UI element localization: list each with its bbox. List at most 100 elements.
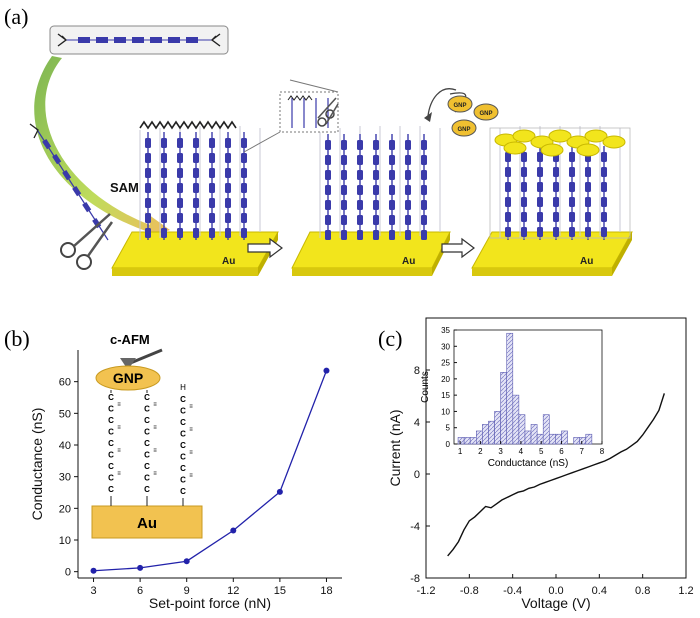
wire-segment <box>177 183 183 193</box>
triple-bond: ≡ <box>117 448 121 454</box>
capping-groups <box>139 120 237 130</box>
sam-label: SAM <box>110 180 139 195</box>
wire-segment <box>177 228 183 238</box>
wire-segment <box>145 183 151 193</box>
histogram-bar <box>548 433 556 445</box>
x-tick-label: 0.8 <box>635 585 650 597</box>
wire-segment <box>241 168 247 178</box>
scissors-icon <box>60 213 114 270</box>
wire-segment <box>601 152 607 162</box>
wire-segment <box>585 182 591 192</box>
y-tick-label: 5 <box>446 424 451 433</box>
y-tick-label: 10 <box>441 407 450 416</box>
wire-segment <box>145 213 151 223</box>
carbon-atom: C <box>180 487 186 496</box>
wire-segment <box>601 212 607 222</box>
gnp-particle <box>95 365 161 391</box>
wire-segment <box>505 227 511 237</box>
gnp-text-2: GNP <box>479 111 492 117</box>
panel-b-label: (b) <box>4 326 30 351</box>
wire-segment <box>505 212 511 222</box>
h-atom: H <box>180 383 186 392</box>
y-axis-title: Current (nA) <box>387 409 403 486</box>
wire-segment <box>225 228 231 238</box>
carbon-atom: C <box>108 474 114 483</box>
carbon-atom: C <box>108 451 114 460</box>
wire-segment <box>177 213 183 223</box>
wire-segment <box>193 138 199 148</box>
x-axis-title: Set-point force (nN) <box>149 595 271 611</box>
wire-segment <box>145 138 151 148</box>
x-tick-label: 0.4 <box>592 585 607 597</box>
histogram-bar <box>530 424 538 445</box>
gnp-layer <box>494 129 626 157</box>
wire-segment <box>341 140 347 150</box>
wire-segment <box>325 185 331 195</box>
carbon-atom: C <box>180 453 186 462</box>
wire-segment <box>161 153 167 163</box>
wire-segment <box>373 230 379 240</box>
wire-segment <box>585 197 591 207</box>
wire-segment <box>373 200 379 210</box>
x-tick-label: 5 <box>539 447 544 456</box>
wire-segment <box>325 230 331 240</box>
carbon-atom: C <box>180 418 186 427</box>
wire-segment <box>537 167 543 177</box>
panel-c: (c) -1.2 -0.8 -0.4 0.0 0.4 0.8 1.2 -8 -4 0 4 8 Volta… <box>378 317 694 611</box>
y-tick-label: 0 <box>446 440 451 449</box>
wire-segment <box>209 183 215 193</box>
molecular-wires-3 <box>505 146 607 240</box>
histogram-bar <box>542 414 550 445</box>
wire-segment <box>521 152 527 162</box>
wire-segment <box>553 197 559 207</box>
wire-segment <box>569 227 575 237</box>
wire-segment <box>421 215 427 225</box>
x-tick-label: 1 <box>458 447 463 456</box>
histogram-bar <box>555 433 562 445</box>
wire-segment <box>521 197 527 207</box>
y-tick-label: 0 <box>65 567 71 579</box>
wire-segment <box>145 153 151 163</box>
step-arrow-1 <box>247 237 283 259</box>
wire-segment <box>241 213 247 223</box>
au-label-3: Au <box>580 256 593 267</box>
carbon-atom: C <box>144 485 150 494</box>
wire-segment <box>405 170 411 180</box>
data-point <box>90 567 97 574</box>
x-axis-title: Conductance (nS) <box>488 458 569 469</box>
wire-segment <box>521 212 527 222</box>
x-tick-label: 18 <box>320 585 332 597</box>
wire-segment <box>225 213 231 223</box>
y-tick-label: 20 <box>441 375 450 384</box>
histogram-bar <box>482 424 489 445</box>
triple-bond: ≡ <box>117 471 121 477</box>
carbon-atom: C <box>180 476 186 485</box>
wire-segment <box>389 200 395 210</box>
y-tick-label: 30 <box>59 472 71 484</box>
carbon-atom: C <box>144 462 150 471</box>
wire-segment <box>161 183 167 193</box>
series-line <box>93 370 328 572</box>
wire-segment <box>225 138 231 148</box>
x-tick-label: -0.8 <box>460 585 479 597</box>
y-tick-label: 60 <box>59 377 71 389</box>
histogram-bar <box>463 437 471 445</box>
wire-segment <box>389 215 395 225</box>
carbon-atom: C <box>108 405 114 414</box>
triple-bond: ≡ <box>153 402 157 408</box>
wire-segment <box>421 200 427 210</box>
afm-schematic: c-AFM GNP Au H C≡CC≡CC≡CC≡CCC≡CC≡CC≡CC≡C… <box>91 332 203 539</box>
wire-segment <box>161 168 167 178</box>
wire-segment <box>241 153 247 163</box>
wire-segment <box>357 155 363 165</box>
histogram-bar <box>573 437 580 445</box>
afm-cantilever <box>127 348 163 366</box>
wire-segment <box>537 197 543 207</box>
wire-segment <box>601 227 607 237</box>
wire-segment <box>357 185 363 195</box>
wire-segment <box>585 227 591 237</box>
molecule-box-top <box>49 25 229 55</box>
histogram-bar <box>476 430 483 445</box>
wire-segment <box>209 228 215 238</box>
wire-segment <box>569 212 575 222</box>
